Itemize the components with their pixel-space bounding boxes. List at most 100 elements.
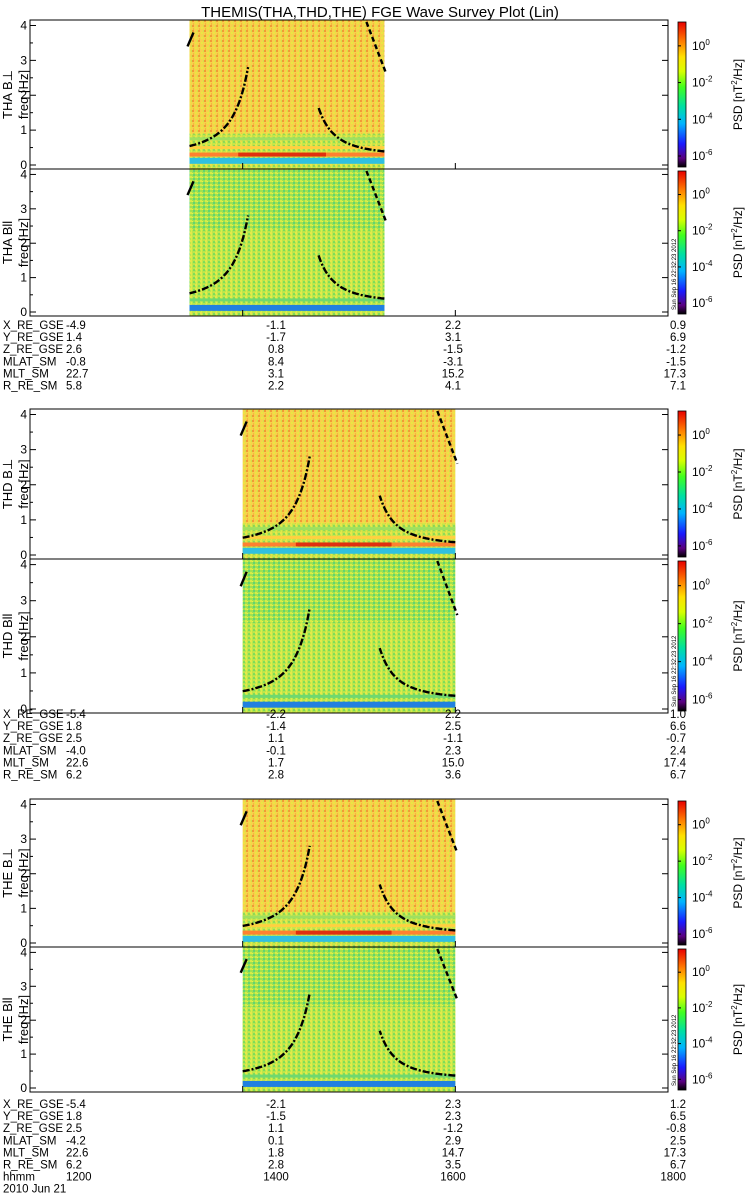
colorbar xyxy=(677,560,687,712)
gyrofrequency-curve xyxy=(436,948,459,1001)
colorbar-tick-label: 10-2 xyxy=(692,75,713,90)
y-tick-label: 0 xyxy=(20,936,27,950)
ephemeris-table: X_RE_GSE -4.9 -1.1 2.2 0.9 Y_RE_GSE 1.4 -1.7 3.1… xyxy=(3,320,686,393)
y-tick-label: 2 xyxy=(20,236,27,250)
y-tick-label: 0 xyxy=(20,305,27,319)
gyrofrequency-curve xyxy=(239,810,248,826)
ephemeris-value: -4.2 xyxy=(66,1135,86,1147)
spectrogram-band xyxy=(189,157,385,164)
y-tick-label: 2 xyxy=(20,88,27,102)
ephemeris-value: 2.8 xyxy=(268,1160,284,1172)
y-tick-label: 3 xyxy=(20,202,27,216)
y-tick-label: 1 xyxy=(20,271,27,285)
freq-axis-label: freq [Hz] xyxy=(16,995,31,1044)
ephemeris-value: 2.8 xyxy=(268,770,284,782)
spectrogram-low-band xyxy=(242,622,456,713)
ephemeris-value: 7.1 xyxy=(670,381,686,393)
ephemeris-label: MLT_SM xyxy=(3,1147,49,1159)
ephemeris-value: 5.8 xyxy=(66,381,82,393)
colorbar-tick-label: 10-2 xyxy=(692,853,713,868)
ephemeris-tables: X_RE_GSE -4.9 -1.1 2.2 0.9Y_RE_GSE 1.4 -1.7 3.1… xyxy=(3,320,687,1196)
colorbar-label: PSD [nT2/Hz] xyxy=(730,59,745,130)
colorbar-tick-label: 100 xyxy=(692,578,710,593)
ephemeris-label: R_RE_SM xyxy=(3,381,57,393)
spectrogram-band xyxy=(242,535,456,539)
gyrofrequency-curve xyxy=(239,421,248,437)
ephemeris-value: 6.5 xyxy=(670,1111,686,1123)
ephemeris-label: Z_RE_GSE xyxy=(3,344,63,356)
ephemeris-value: 6.9 xyxy=(670,332,686,344)
spectrogram-band xyxy=(242,701,456,708)
ephemeris-value: 2.5 xyxy=(66,733,82,745)
gyrofrequency-curve xyxy=(436,410,459,465)
ephemeris-value: 1.7 xyxy=(268,757,284,769)
gyrofrequency-curve xyxy=(186,180,195,196)
ephemeris-value: 2.3 xyxy=(445,1099,461,1111)
gyrofrequency-curve xyxy=(316,253,385,300)
timestamp-stamp: Sun Sep 16 22:32:23 2012 xyxy=(672,1014,678,1086)
spectrogram-band xyxy=(242,527,456,531)
ephemeris-label: MLAT_SM xyxy=(3,745,56,757)
ephemeris-value: 1.1 xyxy=(268,733,284,745)
gyrofrequency-curve xyxy=(378,647,456,697)
colorbar-tick-label: 10-6 xyxy=(692,148,713,163)
spectrogram-peak-band xyxy=(295,542,392,547)
gyrofrequency-curve xyxy=(242,456,311,539)
spectrogram-band xyxy=(189,146,385,150)
colorbar-tick-label: 100 xyxy=(692,187,710,202)
ephemeris-value: 2.5 xyxy=(670,1135,686,1147)
ephemeris-table: X_RE_GSE -5.4 -2.1 2.3 1.2Y_RE_GSE 1.8 -1.5 2.3… xyxy=(3,1099,686,1172)
ephemeris-value: 8.4 xyxy=(268,356,285,368)
colorbar-tick-label: 10-4 xyxy=(692,1036,713,1051)
ephemeris-value: -1.5 xyxy=(443,344,463,356)
y-tick-label: 4 xyxy=(20,945,27,959)
y-tick-label: 3 xyxy=(20,594,27,608)
panel-probe-label: THD Bll xyxy=(0,614,15,659)
freq-axis-label: freq [Hz] xyxy=(16,218,31,267)
timestamp-stamp: Sun Sep 16 22:32:23 2012 xyxy=(672,238,678,310)
panel-probe-label: THA B⊥ xyxy=(0,70,15,119)
ephemeris-value: 6.7 xyxy=(670,1160,686,1172)
colorbar-tick-label: 10-6 xyxy=(692,295,713,310)
ephemeris-value: 3.5 xyxy=(445,1160,461,1172)
y-tick-label: 1 xyxy=(20,513,27,527)
time-axis-date: 2010 Jun 21 xyxy=(3,1184,66,1196)
y-tick-label: 0 xyxy=(20,548,27,562)
ephemeris-value: 2.3 xyxy=(445,745,461,757)
y-tick-label: 3 xyxy=(20,53,27,67)
spectrogram-band xyxy=(189,137,385,141)
spectrogram-panel: 0 1 2 3 4 THA Bll freq [Hz] 100 10-2 10-4 10-6 PSD … xyxy=(0,167,745,319)
ephemeris-value: 1.8 xyxy=(66,721,82,733)
time-tick-label: 1800 xyxy=(660,1172,686,1184)
y-tick-label: 3 xyxy=(20,443,27,457)
ephemeris-value: -5.4 xyxy=(66,1099,86,1111)
spectrogram-band xyxy=(242,935,456,942)
colorbar-tick-label: 10-4 xyxy=(692,111,713,126)
ephemeris-value: 6.7 xyxy=(670,770,686,782)
panel-probe-label: THE B⊥ xyxy=(0,848,15,898)
spectrogram-band xyxy=(242,1080,456,1087)
y-tick-label: 4 xyxy=(20,408,27,422)
time-tick-label: 1600 xyxy=(440,1172,466,1184)
freq-axis-label: freq [Hz] xyxy=(16,459,31,508)
gyrofrequency-curve xyxy=(189,215,250,295)
colorbar xyxy=(677,21,687,168)
panel-probe-label: THD B⊥ xyxy=(0,459,15,509)
ephemeris-value: -1.5 xyxy=(266,1111,286,1123)
ephemeris-label: X_RE_GSE xyxy=(3,1099,64,1111)
gyrofrequency-curve xyxy=(436,560,459,616)
ephemeris-value: 22.6 xyxy=(66,1147,88,1159)
ephemeris-value: 15.2 xyxy=(442,368,464,380)
ephemeris-label: MLT_SM xyxy=(3,757,49,769)
ephemeris-value: 1.8 xyxy=(268,1147,284,1159)
colorbar xyxy=(677,170,687,315)
ephemeris-value: 2.5 xyxy=(445,721,461,733)
ephemeris-value: 0.8 xyxy=(268,344,284,356)
ephemeris-value: 17.3 xyxy=(664,368,686,380)
y-tick-label: 0 xyxy=(20,158,27,172)
gyrofrequency-curve xyxy=(378,495,456,544)
colorbar-tick-label: 10-4 xyxy=(692,890,713,905)
ephemeris-value: -4.9 xyxy=(66,320,86,332)
ephemeris-value: 0.9 xyxy=(670,320,686,332)
ephemeris-value: -0.8 xyxy=(666,1123,686,1135)
